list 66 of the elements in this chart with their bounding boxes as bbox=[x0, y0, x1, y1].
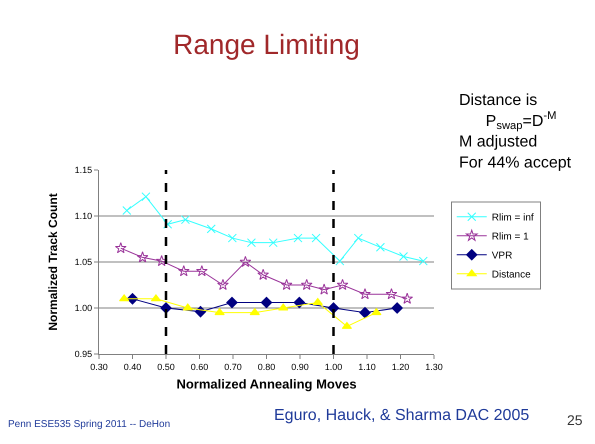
chart-title: Range Limiting bbox=[173, 29, 360, 60]
point bbox=[226, 296, 238, 308]
x-tick-label: 0.60 bbox=[190, 362, 208, 372]
point bbox=[354, 234, 363, 243]
x-tick-label: 0.80 bbox=[258, 362, 276, 372]
x-tick-label: 0.50 bbox=[157, 362, 175, 372]
point bbox=[260, 296, 272, 308]
x-tick-label: 0.70 bbox=[224, 362, 242, 372]
y-tick-label: 1.10 bbox=[74, 211, 92, 222]
point bbox=[401, 292, 414, 304]
point bbox=[312, 234, 321, 243]
text: 25 bbox=[567, 412, 583, 428]
y-tick-label: 1.15 bbox=[74, 165, 92, 176]
point bbox=[196, 265, 208, 276]
point bbox=[114, 242, 127, 254]
y-tick-label: 1.05 bbox=[74, 257, 92, 268]
point bbox=[122, 206, 132, 215]
point bbox=[178, 265, 190, 276]
point bbox=[294, 296, 306, 308]
point bbox=[180, 215, 190, 224]
point bbox=[293, 234, 302, 243]
point bbox=[418, 256, 428, 266]
legend-label: VPR bbox=[492, 250, 512, 262]
point bbox=[386, 288, 398, 300]
point bbox=[240, 256, 252, 268]
y-tick-label: 0.95 bbox=[74, 349, 92, 360]
y-axis-title: Normalized Track Count bbox=[46, 193, 60, 331]
x-tick-label: 1.30 bbox=[425, 362, 443, 372]
point bbox=[371, 308, 382, 316]
point bbox=[246, 238, 256, 248]
point bbox=[217, 278, 229, 290]
point bbox=[268, 238, 278, 248]
legend-label: Distance bbox=[492, 270, 532, 281]
point bbox=[312, 298, 323, 305]
point bbox=[336, 278, 348, 290]
point bbox=[280, 278, 292, 290]
point bbox=[376, 242, 385, 252]
point bbox=[399, 252, 408, 261]
point bbox=[206, 224, 216, 234]
point bbox=[136, 251, 148, 262]
point bbox=[119, 294, 130, 302]
legend-label: Rlim = inf bbox=[492, 212, 534, 224]
text: Distance is P$_{swap}$=D$^{-M}$ M adjusted For 44% accept bbox=[459, 92, 572, 172]
point bbox=[228, 234, 237, 243]
point bbox=[163, 220, 172, 229]
x-axis-title: Normalized Annealing Moves bbox=[176, 376, 357, 392]
point bbox=[335, 256, 344, 266]
x-tick-label: 0.30 bbox=[90, 362, 108, 372]
x-tick-label: 0.90 bbox=[291, 362, 309, 372]
text: Eguro, Hauck, & Sharma DAC 2005 bbox=[274, 407, 530, 424]
x-tick-label: 1.00 bbox=[324, 362, 342, 372]
point bbox=[391, 302, 403, 314]
point bbox=[300, 278, 313, 290]
point bbox=[141, 192, 150, 202]
point bbox=[359, 306, 371, 318]
y-tick-label: 1.00 bbox=[74, 303, 92, 314]
x-tick-label: 1.10 bbox=[358, 362, 376, 372]
point bbox=[250, 308, 260, 316]
legend-label: Rlim = 1 bbox=[492, 232, 530, 243]
point bbox=[257, 268, 269, 280]
text: Penn ESE535 Spring 2011 -- DeHon bbox=[8, 419, 170, 430]
point bbox=[156, 254, 168, 266]
x-tick-label: 0.40 bbox=[124, 362, 142, 372]
point bbox=[359, 288, 371, 300]
x-tick-label: 1.20 bbox=[392, 362, 410, 372]
point bbox=[318, 284, 330, 295]
